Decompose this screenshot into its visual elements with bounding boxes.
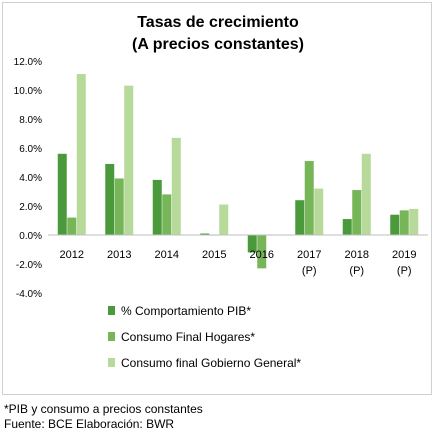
bar (390, 214, 400, 235)
y-tick-label: 8.0% (19, 115, 42, 126)
legend-swatch (108, 306, 115, 315)
y-tick-label: 4.0% (19, 173, 42, 184)
legend-swatch (108, 358, 115, 367)
legend-label: Consumo Final Hogares* (121, 330, 255, 344)
bar (295, 200, 305, 235)
legend-swatch (108, 332, 115, 341)
y-tick-label: -4.0% (16, 289, 42, 300)
source-note: Fuente: BCE Elaboración: BWR (4, 417, 175, 431)
y-tick-label: 2.0% (19, 202, 42, 213)
bar (76, 74, 86, 235)
bars (57, 74, 419, 269)
x-tick-label: 2014 (155, 249, 179, 261)
x-tick-sublabel: (P) (302, 265, 317, 277)
bar (399, 210, 409, 235)
x-tick-label: 2013 (107, 249, 131, 261)
y-tick-label: 10.0% (14, 86, 42, 97)
x-tick-label: 2019 (392, 249, 416, 261)
y-tick-label: 12.0% (14, 57, 42, 68)
bar (57, 153, 67, 235)
x-tick-label: 2016 (250, 249, 274, 261)
bar (162, 194, 172, 235)
footnote: *PIB y consumo a precios constantes (4, 402, 203, 416)
x-tick-label: 2012 (60, 249, 84, 261)
chart-subtitle: (A precios constantes) (132, 36, 304, 53)
legend-label: % Comportamiento PIB* (121, 304, 251, 318)
x-tick-sublabel: (P) (349, 265, 364, 277)
bar (105, 163, 115, 235)
chart-title: Tasas de crecimiento (137, 14, 299, 31)
bar (152, 179, 162, 235)
bar (304, 161, 314, 235)
x-tick-label: 2017 (297, 249, 321, 261)
x-tick-label: 2018 (345, 249, 369, 261)
y-tick-label: -2.0% (16, 260, 42, 271)
bar (171, 137, 181, 235)
bar (361, 153, 371, 235)
bar (257, 235, 267, 269)
y-tick-label: 0.0% (19, 231, 42, 242)
bar (409, 208, 419, 235)
bar (352, 190, 362, 235)
bar (342, 219, 352, 235)
bar (114, 178, 124, 235)
bar (314, 188, 324, 235)
bar (67, 217, 77, 235)
bar (200, 233, 210, 235)
bar (124, 85, 134, 236)
chart-title-block: Tasas de crecimiento (A precios constant… (0, 12, 436, 56)
legend: % Comportamiento PIB* Consumo Final Hogar… (108, 304, 301, 370)
bar (247, 235, 257, 253)
bar-chart: 12.0% 10.0% 8.0% 6.0% 4.0% 2.0% 0.0% -2.0% -4.0%… (14, 57, 428, 370)
x-axis: 2012 2013 2014 2015 2016 2017 (P) 2018 (P) 2019 (P… (48, 234, 428, 277)
y-tick-label: 6.0% (19, 144, 42, 155)
x-tick-sublabel: (P) (397, 265, 412, 277)
x-tick-label: 2015 (202, 249, 226, 261)
y-axis: 12.0% 10.0% 8.0% 6.0% 4.0% 2.0% 0.0% -2.0% -4.0% (14, 57, 42, 300)
legend-label: Consumo final Gobierno General* (121, 356, 301, 370)
bar (219, 204, 229, 235)
